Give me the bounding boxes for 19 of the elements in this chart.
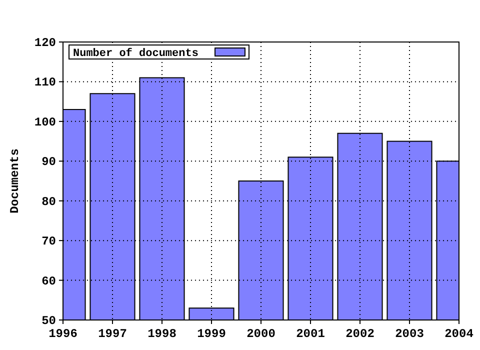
y-tick-label: 120 [34,36,56,50]
x-tick-label: 2004 [444,327,474,341]
x-tick-label: 1996 [48,327,78,341]
legend-label: Number of documents [73,47,198,60]
y-tick-label: 70 [42,234,56,249]
y-tick-label: 60 [42,274,56,288]
x-tick-label: 1997 [98,327,127,341]
x-tick-label: 2000 [246,327,276,341]
y-axis-title: Documents [8,148,22,214]
x-tick-label: 2003 [395,327,424,341]
x-tick-label: 2001 [296,327,325,341]
y-tick-label: 110 [34,76,56,90]
y-tick-label: 90 [42,155,56,170]
x-tick-label: 1998 [148,327,176,341]
x-tick-label: 2002 [346,327,374,341]
y-tick-label: 50 [42,314,56,328]
y-tick-label: 100 [34,115,56,130]
x-tick-label: 1999 [197,327,226,341]
y-tick-label: 80 [42,194,56,209]
